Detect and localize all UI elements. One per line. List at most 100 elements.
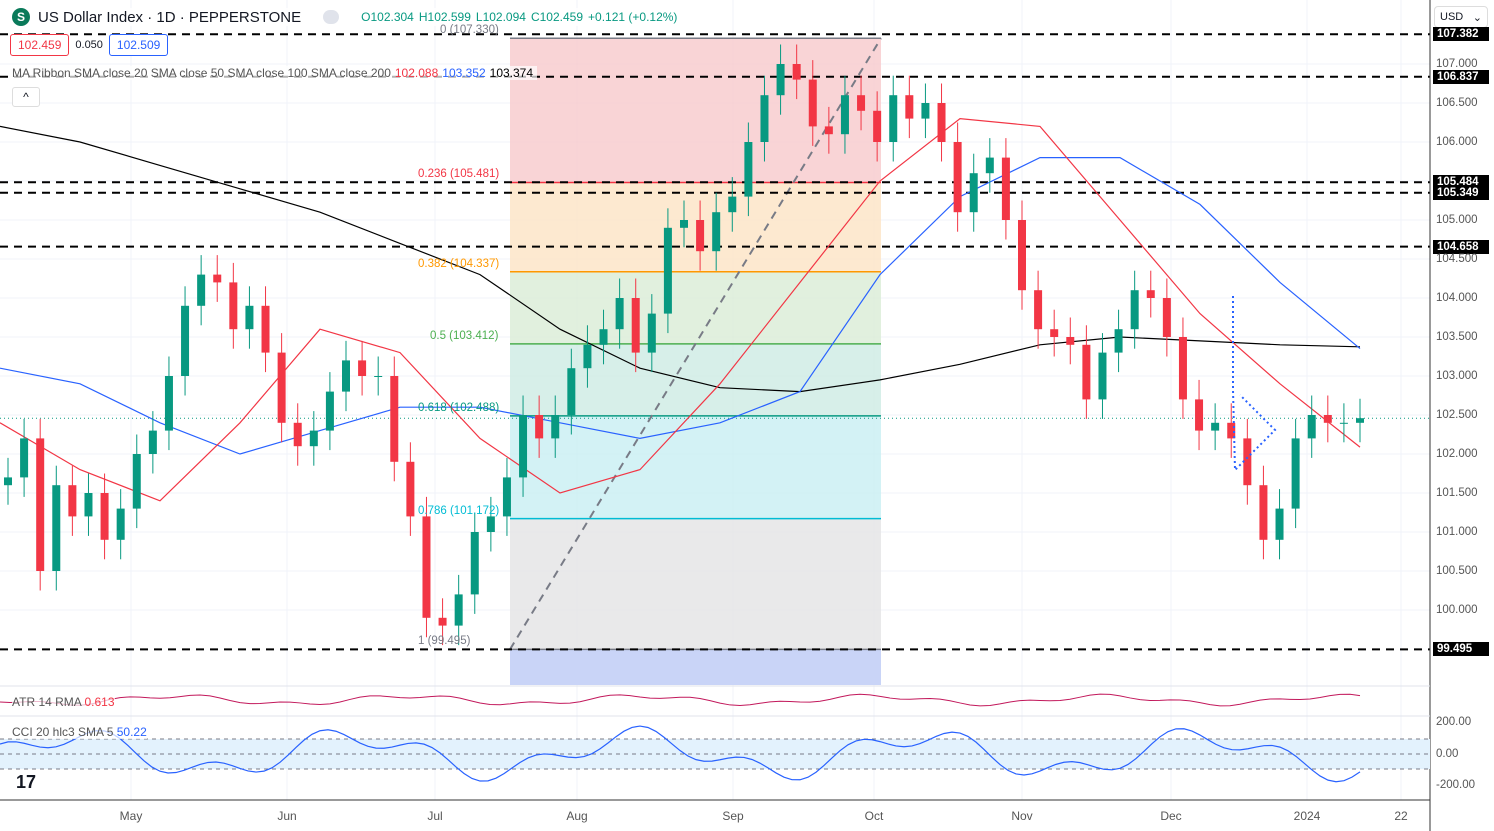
candle-body	[20, 438, 29, 478]
collapse-legend-button[interactable]: ^	[12, 87, 40, 107]
quote-row: 102.459 0.050 102.509	[10, 34, 169, 56]
price-axis-label: 106.000	[1436, 136, 1478, 148]
candle-body	[1130, 290, 1139, 330]
fib-zone	[510, 415, 881, 519]
fib-level-label: 0.786 (101.172)	[418, 504, 500, 517]
fib-zone	[510, 38, 881, 183]
candle-body	[1066, 337, 1075, 345]
time-axis-label: Sep	[722, 809, 744, 823]
low-value: L102.094	[475, 10, 526, 24]
level-price-label: 107.382	[1433, 27, 1489, 42]
candle-body	[52, 485, 61, 571]
close-value: C102.459	[530, 10, 584, 24]
candle-body	[245, 305, 254, 330]
candle-body	[454, 594, 463, 626]
candle-body	[615, 298, 624, 330]
price-axis-label: 104.000	[1436, 292, 1478, 304]
candle-body	[937, 103, 946, 142]
price-axis-label: 106.500	[1436, 97, 1478, 109]
candle-body	[969, 173, 978, 213]
fib-level-label: 1 (99.495)	[418, 635, 471, 648]
price-axis-label: 107.000	[1436, 58, 1478, 70]
candle-body	[696, 220, 705, 252]
price-axis-label: 101.000	[1436, 526, 1478, 538]
candle-body	[1243, 438, 1252, 486]
tradingview-logo[interactable]: 17	[16, 772, 37, 792]
price-axis-label: 100.500	[1436, 565, 1478, 577]
atr-legend[interactable]: ATR 14 RMA 0.613	[12, 695, 115, 709]
ohlc-values: O102.304 H102.599 L102.094 C102.459 +0.121 (…	[361, 10, 682, 24]
fib-zone	[510, 518, 881, 650]
candle-body	[1195, 399, 1204, 431]
time-axis-label: 2024	[1293, 809, 1321, 823]
candle-body	[1178, 337, 1187, 400]
candle-body	[406, 461, 415, 517]
candle-body	[1356, 418, 1364, 423]
atr-line	[0, 693, 1361, 707]
price-axis-label: 104.500	[1436, 253, 1478, 265]
fib-zone	[510, 182, 881, 272]
symbol-title[interactable]: US Dollar Index · 1D · PEPPERSTONE	[38, 8, 302, 26]
candle-body	[1227, 422, 1236, 439]
price-axis-label: 102.000	[1436, 448, 1478, 460]
candle-body	[116, 508, 125, 540]
cci-legend[interactable]: CCI 20 hlc3 SMA 5 50.22	[12, 725, 147, 739]
atr-label: ATR 14 RMA	[12, 695, 82, 709]
time-axis-label: Aug	[566, 809, 588, 823]
candle-body	[100, 493, 109, 540]
candle-body	[309, 430, 318, 447]
candle-body	[567, 368, 576, 415]
level-price-label: 99.495	[1433, 642, 1489, 657]
ma-ribbon-legend[interactable]: MA Ribbon SMA close 20 SMA close 50 SMA …	[12, 66, 538, 80]
cci-axis-label: -200.00	[1436, 779, 1476, 791]
candle-body	[1259, 485, 1268, 540]
candle-body	[1211, 422, 1220, 431]
candle-body	[824, 126, 833, 135]
cci-axis-label: 200.00	[1436, 716, 1472, 728]
currency-label: USD	[1440, 11, 1464, 23]
level-price-label: 106.837	[1433, 69, 1489, 84]
price-axis-label: 103.500	[1436, 331, 1478, 343]
candle-body	[760, 95, 769, 142]
fib-level-label: 0.236 (105.481)	[418, 168, 500, 181]
candle-body	[519, 415, 528, 478]
currency-select[interactable]: USD ⌄	[1434, 6, 1488, 28]
sma200-line	[0, 125, 1361, 393]
chevron-down-icon: ⌄	[1472, 12, 1482, 24]
candle-body	[857, 95, 866, 111]
fib-level-label: 0.382 (104.337)	[418, 257, 500, 270]
price-axis-label: 103.000	[1436, 370, 1478, 382]
cci-label: CCI 20 hlc3 SMA 5	[12, 725, 114, 739]
time-axis-label: Oct	[864, 809, 884, 823]
sma20-line	[0, 117, 1361, 502]
sell-button[interactable]: 102.459	[10, 34, 70, 56]
cci-value: 50.22	[116, 725, 147, 739]
candle-body	[374, 376, 383, 377]
candle-body	[551, 415, 560, 439]
candle-body	[599, 329, 608, 345]
candle-body	[197, 274, 206, 306]
candle-body	[1050, 329, 1059, 337]
candle-body	[535, 415, 544, 439]
sma50-value: 103.352	[442, 66, 486, 80]
time-axis-label: Nov	[1011, 809, 1033, 823]
fib-zone	[510, 271, 881, 344]
market-status-icon[interactable]	[323, 10, 340, 24]
candle-body	[358, 360, 367, 376]
fib-level-label: 0 (107.330)	[440, 24, 499, 37]
price-axis-label: 100.000	[1436, 604, 1478, 616]
fib-level-label: 0.5 (103.412)	[430, 329, 499, 342]
candle-body	[1114, 329, 1123, 353]
pattern-annotation	[1232, 296, 1277, 473]
fib-level-label: 0.618 (102.488)	[418, 401, 500, 414]
candle-body	[36, 438, 45, 571]
level-price-label: 104.658	[1433, 239, 1489, 254]
price-axis-label: 105.000	[1436, 214, 1478, 226]
candle-body	[792, 64, 801, 80]
sma20-value: 102.088	[394, 66, 439, 80]
candle-body	[342, 360, 350, 392]
time-axis-label: May	[119, 809, 143, 823]
buy-button[interactable]: 102.509	[108, 34, 169, 56]
candle-body	[325, 391, 334, 431]
